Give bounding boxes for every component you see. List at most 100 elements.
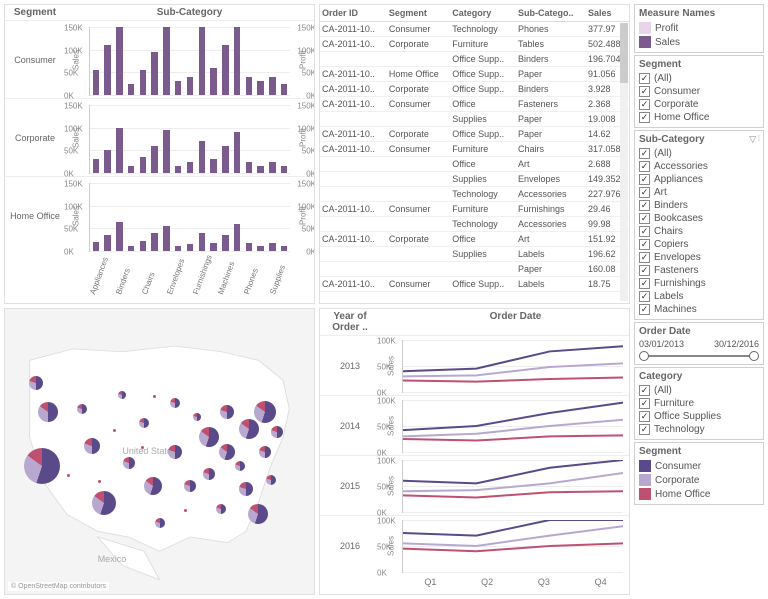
filter-checkbox-row[interactable]: Bookcases — [639, 212, 759, 225]
filter-checkbox-row[interactable]: Art — [639, 186, 759, 199]
map-pie-mark[interactable] — [24, 448, 60, 484]
filter-checkbox-row[interactable]: Chairs — [639, 225, 759, 238]
legend-item[interactable]: Sales — [639, 35, 759, 49]
bar-sales[interactable] — [128, 246, 134, 251]
filter-checkbox-row[interactable]: Binders — [639, 199, 759, 212]
filter-checkbox-row[interactable]: Furnishings — [639, 277, 759, 290]
map-panel[interactable]: United States Mexico © OpenStreetMap con… — [4, 308, 315, 595]
linechart-plot[interactable]: 0K50K100K — [402, 460, 623, 513]
bar-sales[interactable] — [257, 246, 263, 251]
bar-sales[interactable] — [175, 166, 181, 173]
map-pie-mark[interactable] — [216, 504, 226, 514]
checkbox-icon[interactable] — [639, 200, 650, 211]
bar-sales[interactable] — [199, 27, 205, 95]
map-pie-mark[interactable] — [266, 475, 276, 485]
checkbox-icon[interactable] — [639, 213, 650, 224]
checkbox-icon[interactable] — [639, 161, 650, 172]
table-row[interactable]: SuppliesPaper19.008 — [320, 112, 629, 127]
map-pie-mark[interactable] — [92, 491, 116, 515]
map-pie-mark[interactable] — [170, 398, 180, 408]
filter-icon[interactable]: ▽ 𝄄 — [749, 134, 759, 145]
table-header[interactable]: Sales — [586, 5, 629, 22]
table-header[interactable]: Order ID — [320, 5, 387, 22]
map-dot-mark[interactable] — [98, 480, 101, 483]
linechart-plot[interactable]: 0K50K100K — [402, 400, 623, 453]
table-row[interactable]: CA-2011-10..CorporateOffice Supp..Paper1… — [320, 127, 629, 142]
checkbox-icon[interactable] — [639, 174, 650, 185]
linechart-plot[interactable]: 0K50K100K — [402, 340, 623, 393]
map-pie-mark[interactable] — [193, 413, 201, 421]
bar-sales[interactable] — [210, 243, 216, 251]
bar-sales[interactable] — [140, 70, 146, 95]
filter-checkbox-row[interactable]: Technology — [639, 423, 759, 436]
bar-sales[interactable] — [93, 70, 99, 95]
bar-sales[interactable] — [246, 77, 252, 95]
checkbox-icon[interactable] — [639, 99, 650, 110]
checkbox-icon[interactable] — [639, 226, 650, 237]
checkbox-icon[interactable] — [639, 411, 650, 422]
map-dot-mark[interactable] — [141, 446, 144, 449]
map-pie-mark[interactable] — [84, 438, 100, 454]
map-pie-mark[interactable] — [235, 461, 245, 471]
line-series[interactable] — [403, 460, 623, 483]
bar-sales[interactable] — [140, 241, 146, 251]
checkbox-icon[interactable] — [639, 424, 650, 435]
bar-sales[interactable] — [234, 224, 240, 251]
checkbox-icon[interactable] — [639, 239, 650, 250]
bar-sales[interactable] — [246, 162, 252, 173]
filter-checkbox-row[interactable]: Appliances — [639, 173, 759, 186]
map-dot-mark[interactable] — [153, 395, 156, 398]
bar-sales[interactable] — [116, 222, 122, 251]
table-row[interactable]: Paper160.08 — [320, 262, 629, 277]
line-series[interactable] — [403, 403, 623, 431]
table-row[interactable]: SuppliesEnvelopes149.352 — [320, 172, 629, 187]
map-pie-mark[interactable] — [239, 482, 253, 496]
bar-sales[interactable] — [163, 226, 169, 251]
filter-checkbox-row[interactable]: Consumer — [639, 85, 759, 98]
filter-checkbox-row[interactable]: (All) — [639, 384, 759, 397]
checkbox-icon[interactable] — [639, 148, 650, 159]
map-pie-mark[interactable] — [168, 445, 182, 459]
filter-checkbox-row[interactable]: Machines — [639, 303, 759, 316]
bar-sales[interactable] — [199, 141, 205, 173]
bar-sales[interactable] — [104, 150, 110, 173]
filter-checkbox-row[interactable]: Furniture — [639, 397, 759, 410]
filter-checkbox-row[interactable]: Envelopes — [639, 251, 759, 264]
bar-sales[interactable] — [151, 146, 157, 173]
bar-sales[interactable] — [222, 45, 228, 95]
checkbox-icon[interactable] — [639, 112, 650, 123]
line-series[interactable] — [403, 377, 623, 381]
table-row[interactable]: CA-2011-10..ConsumerFurnitureChairs317.0… — [320, 142, 629, 157]
bar-sales[interactable] — [246, 243, 252, 251]
map-pie-mark[interactable] — [118, 391, 126, 399]
filter-checkbox-row[interactable]: (All) — [639, 72, 759, 85]
table-header[interactable]: Sub-Catego.. — [516, 5, 586, 22]
filter-checkbox-row[interactable]: Fasteners — [639, 264, 759, 277]
bar-sales[interactable] — [151, 52, 157, 95]
linechart-plot[interactable]: 0K50K100K — [402, 520, 623, 573]
bar-sales[interactable] — [281, 246, 287, 251]
table-row[interactable]: CA-2011-10..ConsumerOffice Supp..Labels1… — [320, 277, 629, 292]
bar-sales[interactable] — [222, 146, 228, 173]
filter-checkbox-row[interactable]: Labels — [639, 290, 759, 303]
line-series[interactable] — [403, 520, 623, 536]
map-dot-mark[interactable] — [113, 429, 116, 432]
bar-sales[interactable] — [104, 45, 110, 95]
table-row[interactable]: CA-2011-10..CorporateOfficeArt151.92 — [320, 232, 629, 247]
table-row[interactable]: Office Supp..Binders196.704 — [320, 52, 629, 67]
line-series[interactable] — [403, 346, 623, 371]
bar-sales[interactable] — [281, 166, 287, 173]
bar-sales[interactable] — [128, 166, 134, 173]
bar-sales[interactable] — [269, 162, 275, 173]
bar-sales[interactable] — [128, 84, 134, 95]
table-row[interactable]: TechnologyAccessories227.976 — [320, 187, 629, 202]
map-pie-mark[interactable] — [144, 477, 162, 495]
map-pie-mark[interactable] — [29, 376, 43, 390]
bar-sales[interactable] — [199, 233, 205, 251]
bar-sales[interactable] — [187, 244, 193, 251]
table-row[interactable]: CA-2011-10..Home OfficeOffice Supp..Pape… — [320, 67, 629, 82]
map-pie-mark[interactable] — [155, 518, 165, 528]
bar-sales[interactable] — [93, 242, 99, 251]
map-pie-mark[interactable] — [184, 480, 196, 492]
filter-checkbox-row[interactable]: Copiers — [639, 238, 759, 251]
